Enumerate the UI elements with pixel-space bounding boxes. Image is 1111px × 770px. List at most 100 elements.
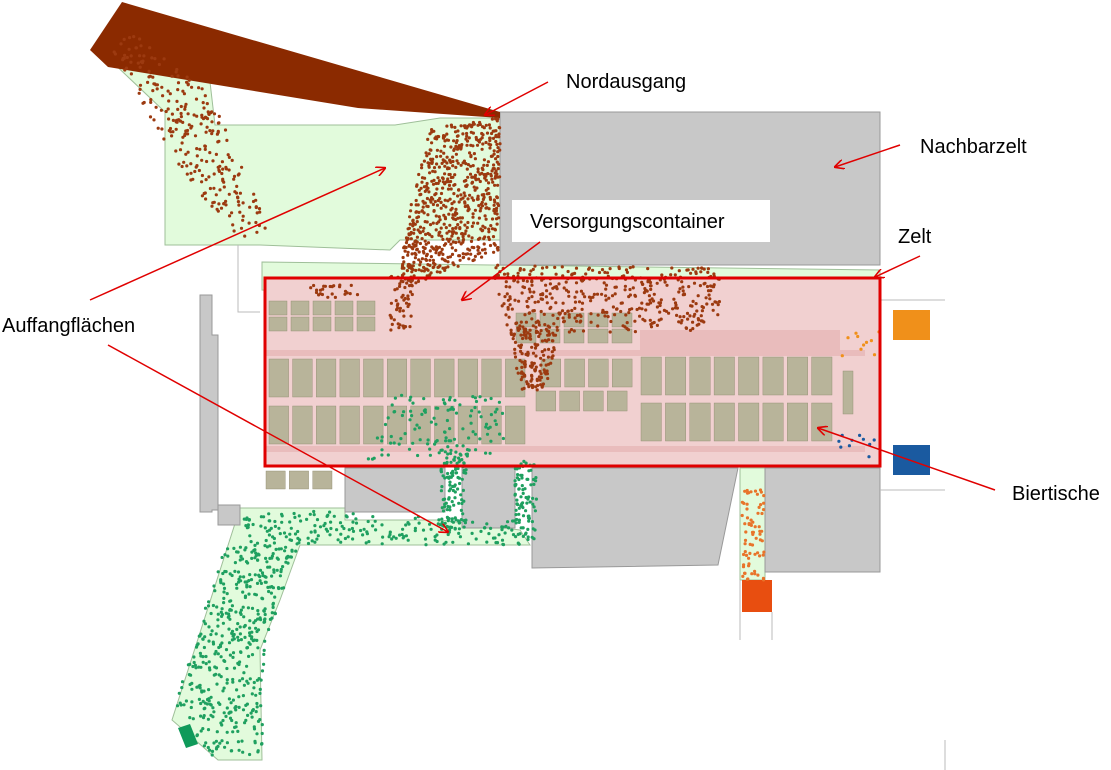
agent [199, 729, 203, 733]
agent [179, 104, 183, 109]
agent [205, 102, 209, 106]
agent [245, 679, 249, 683]
agent [443, 182, 447, 186]
agent [551, 313, 555, 317]
agent [563, 311, 567, 316]
agent [716, 313, 720, 317]
agent [246, 523, 250, 527]
agent [449, 448, 453, 452]
agent [469, 155, 473, 159]
agent [453, 526, 457, 531]
agent [490, 217, 495, 221]
agent [179, 115, 183, 119]
agent [432, 265, 436, 269]
agent [496, 273, 500, 277]
agent [452, 458, 456, 462]
agent [437, 215, 441, 219]
agent [444, 439, 448, 443]
agent [714, 300, 718, 304]
agent [580, 279, 584, 283]
agent [846, 336, 850, 340]
agent [448, 525, 452, 529]
agent [526, 350, 530, 354]
agent [417, 188, 421, 192]
agent [225, 681, 229, 685]
agent [443, 134, 447, 138]
agent [250, 556, 254, 561]
agent [414, 244, 418, 248]
agent [226, 153, 230, 157]
agent [515, 366, 519, 370]
agent [444, 461, 449, 465]
agent [272, 570, 276, 574]
agent [463, 194, 467, 198]
table-block [811, 402, 833, 442]
agent [660, 273, 664, 277]
agent [396, 322, 400, 326]
agent [225, 666, 229, 671]
agent [428, 522, 432, 526]
agent [534, 385, 538, 389]
agent [467, 136, 471, 140]
agent [710, 302, 715, 306]
agent [204, 662, 208, 666]
agent [558, 312, 562, 316]
agent [446, 265, 450, 269]
agent [258, 687, 262, 692]
agent [241, 694, 245, 698]
agent [741, 574, 745, 579]
agent [665, 283, 669, 287]
agent [504, 524, 508, 529]
agent [207, 660, 211, 664]
agent [439, 191, 444, 196]
agent [418, 438, 422, 442]
table-block [587, 328, 609, 344]
agent [270, 574, 274, 578]
agent [451, 213, 455, 217]
agent [492, 149, 496, 153]
agent [443, 268, 447, 272]
agent [416, 279, 421, 283]
agent [428, 233, 432, 237]
agent [398, 282, 402, 286]
table-block [842, 370, 854, 415]
agent [438, 218, 442, 222]
agent [533, 264, 537, 268]
agent [401, 293, 405, 297]
agent [443, 402, 447, 406]
agent [504, 313, 508, 317]
agent [190, 700, 194, 704]
agent [482, 526, 487, 530]
agent [466, 204, 470, 208]
agent [194, 666, 198, 670]
agent [214, 747, 219, 751]
agent [516, 328, 521, 332]
agent [259, 581, 263, 586]
exits [90, 2, 930, 748]
agent [436, 522, 440, 526]
agent [516, 473, 520, 477]
agent [520, 476, 524, 480]
agent [426, 438, 430, 442]
agent [254, 551, 258, 555]
agent [186, 150, 190, 154]
agent [407, 302, 411, 306]
agent [411, 441, 415, 445]
agent [275, 568, 279, 572]
agent [225, 730, 229, 734]
agent [359, 528, 363, 533]
agent [633, 319, 637, 323]
agent [545, 265, 549, 269]
table-block [713, 402, 735, 442]
aisle [640, 330, 840, 350]
agent [329, 526, 333, 531]
agent [436, 176, 440, 180]
agent [194, 97, 199, 101]
agent [230, 629, 235, 634]
agent [181, 89, 185, 93]
agent [170, 112, 174, 116]
agent [675, 306, 680, 310]
agent [420, 257, 424, 261]
agent [231, 730, 235, 734]
agent [217, 139, 221, 143]
